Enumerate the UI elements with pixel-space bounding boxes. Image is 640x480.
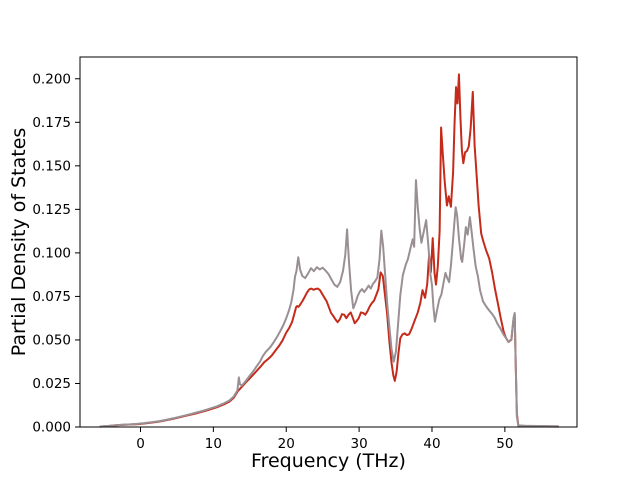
series-group xyxy=(99,73,560,428)
x-tick-label: 10 xyxy=(205,436,222,452)
y-tick-label: 0.100 xyxy=(32,245,71,261)
x-tick-label: 30 xyxy=(351,436,368,452)
y-tick-label: 0.150 xyxy=(32,158,71,174)
pdos-gray-line xyxy=(99,179,560,428)
x-axis-label: Frequency (THz) xyxy=(251,450,406,472)
x-tick-label: 40 xyxy=(423,436,440,452)
y-tick-label: 0.000 xyxy=(32,420,71,436)
y-axis-label: Partial Density of States xyxy=(8,128,30,357)
pdos-red-line xyxy=(99,73,560,428)
y-tick-label: 0.175 xyxy=(32,115,71,131)
y-tick-label: 0.075 xyxy=(32,289,71,305)
x-axis-ticks: 0 10 20 30 40 50 xyxy=(136,427,513,452)
y-tick-label: 0.025 xyxy=(32,376,71,392)
y-tick-label: 0.050 xyxy=(32,332,71,348)
plot-border xyxy=(79,56,578,428)
y-tick-label: 0.200 xyxy=(32,71,71,87)
y-axis-ticks: 0.000 0.025 0.050 0.075 0.100 0.125 0.150 0.175… xyxy=(32,71,80,436)
x-tick-label: 50 xyxy=(496,436,513,452)
x-tick-label: 20 xyxy=(278,436,295,452)
y-tick-label: 0.125 xyxy=(32,202,71,218)
x-tick-label: 0 xyxy=(136,436,145,452)
